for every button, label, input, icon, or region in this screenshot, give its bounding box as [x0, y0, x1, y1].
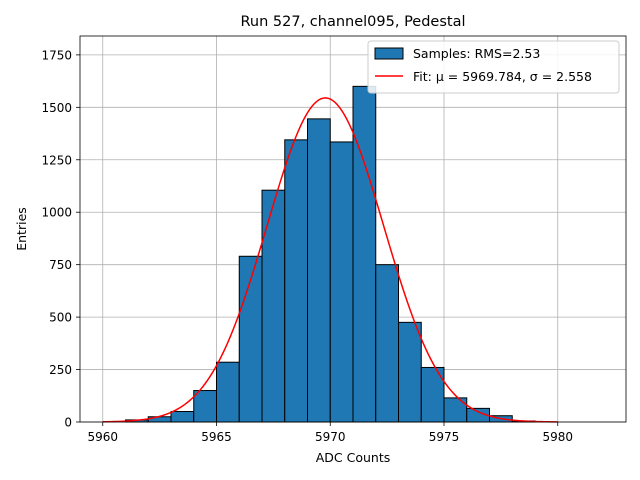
histogram-bar [216, 361, 240, 423]
fit-curve [102, 97, 558, 423]
y-tick-label: 1250 [41, 153, 72, 167]
histogram-bar [398, 321, 422, 423]
y-tick-label: 0 [64, 416, 72, 430]
histogram-bar [284, 139, 308, 423]
x-tick-label: 5980 [542, 430, 573, 444]
histogram-bar [329, 141, 354, 423]
x-axis-ticks: 5960 5965 5970 5975 5980 [87, 422, 573, 444]
y-tick-label: 750 [49, 258, 72, 272]
x-tick-label: 5975 [429, 430, 460, 444]
histogram-bar [261, 189, 286, 423]
y-tick-label: 1000 [41, 206, 72, 220]
legend-box [367, 40, 620, 94]
legend: Samples: RMS=2.53 Fit: μ = 5969.784, σ =… [367, 40, 620, 94]
chart-title: Run 527, channel095, Pedestal [240, 14, 465, 30]
y-axis-label: Entries [14, 207, 29, 251]
x-axis-label: ADC Counts [316, 450, 391, 465]
y-axis-ticks: 0 250 500 750 1000 1250 1500 1750 [41, 48, 80, 430]
histogram-bar [375, 264, 399, 423]
histogram-bar [193, 390, 217, 423]
x-tick-label: 5960 [87, 430, 118, 444]
legend-histogram-swatch [374, 47, 404, 60]
y-tick-label: 500 [49, 311, 72, 325]
legend-fit-label: Fit: μ = 5969.784, σ = 2.558 [413, 69, 592, 84]
histogram-bar [170, 411, 195, 423]
histogram-bar [443, 397, 468, 423]
y-tick-label: 1750 [41, 48, 72, 62]
y-tick-label: 1500 [41, 101, 72, 115]
y-tick-label: 250 [49, 363, 72, 377]
histogram-bar [307, 118, 331, 423]
legend-histogram-label: Samples: RMS=2.53 [413, 46, 540, 61]
x-tick-label: 5970 [315, 430, 346, 444]
x-tick-label: 5965 [201, 430, 232, 444]
plot-frame [79, 35, 627, 423]
histogram-bar [352, 85, 377, 423]
